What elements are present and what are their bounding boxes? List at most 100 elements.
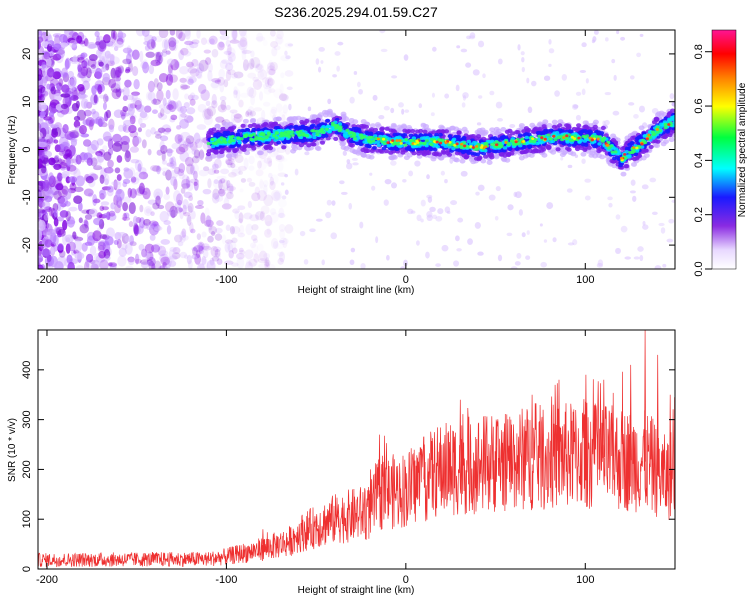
heatmap-noise-cell xyxy=(272,240,279,249)
heatmap-noise-cell xyxy=(548,48,555,54)
heatmap-noise-cell xyxy=(604,91,612,96)
heatmap-noise-cell xyxy=(92,230,102,242)
heatmap-noise-cell xyxy=(270,208,277,216)
heatmap-noise-cell xyxy=(71,43,78,51)
heatmap-noise-cell xyxy=(177,241,184,247)
heatmap-noise-cell xyxy=(426,194,433,199)
heatmap-noise-cell xyxy=(585,78,589,84)
heatmap-noise-cell xyxy=(309,228,316,233)
heatmap-noise-cell xyxy=(204,219,214,228)
heatmap-noise-cell xyxy=(281,94,289,102)
heatmap-noise-cell xyxy=(196,30,201,39)
heatmap-ridge-cell xyxy=(466,151,472,155)
heatmap-noise-cell xyxy=(232,30,238,40)
heatmap-noise-cell xyxy=(272,191,281,202)
heatmap-ridge-cell xyxy=(256,127,261,132)
heatmap-noise-cell xyxy=(50,247,55,254)
heatmap-noise-cell xyxy=(241,47,248,55)
heatmap-noise-cell xyxy=(108,78,117,89)
heatmap-noise-cell xyxy=(228,249,234,259)
heatmap-ridge-cell xyxy=(528,148,534,154)
heatmap-noise-cell xyxy=(225,62,234,71)
heatmap-noise-cell xyxy=(277,161,284,172)
heatmap-ridge-cell xyxy=(241,144,248,149)
heatmap-ridge-cell xyxy=(510,131,516,136)
heatmap-noise-cell xyxy=(38,199,42,205)
heatmap-noise-cell xyxy=(182,30,191,37)
heatmap-noise-cell xyxy=(225,104,231,111)
heatmap-noise-cell xyxy=(193,149,200,159)
heatmap-noise-cell xyxy=(168,37,177,48)
heatmap-noise-cell xyxy=(253,253,260,263)
heatmap-noise-cell xyxy=(620,225,628,233)
heatmap-noise-cell xyxy=(207,70,213,82)
heatmap-noise-cell xyxy=(284,70,294,77)
heatmap-noise-cell xyxy=(218,179,223,191)
heatmap-noise-cell xyxy=(38,141,47,148)
heatmap-noise-cell xyxy=(162,171,167,177)
heatmap-noise-cell xyxy=(237,232,245,238)
heatmap-noise-cell xyxy=(52,71,62,80)
heatmap-noise-cell xyxy=(246,86,254,97)
heatmap-ridge-cell xyxy=(325,118,331,123)
heatmap-noise-cell xyxy=(65,243,71,254)
heatmap-ridge-cell xyxy=(500,135,506,140)
heatmap-noise-cell xyxy=(233,89,238,99)
heatmap-noise-cell xyxy=(211,161,217,174)
heatmap-noise-cell xyxy=(191,155,200,164)
heatmap-ridge-cell xyxy=(624,164,630,169)
heatmap-noise-cell xyxy=(513,191,518,198)
heatmap-noise-cell xyxy=(155,134,162,139)
heatmap-ridge-cell xyxy=(355,150,362,156)
heatmap-noise-cell xyxy=(255,36,266,42)
heatmap-noise-cell xyxy=(279,237,289,245)
heatmap-noise-cell xyxy=(219,34,230,41)
heatmap-noise-cell xyxy=(200,212,206,224)
heatmap-noise-cell xyxy=(270,106,277,115)
heatmap-noise-cell xyxy=(249,110,257,117)
heatmap-ridge-cell xyxy=(438,132,443,137)
heatmap-ridge-cell xyxy=(567,129,573,134)
heatmap-noise-cell xyxy=(154,260,162,269)
heatmap-ridge-cell xyxy=(230,131,235,136)
heatmap-noise-cell xyxy=(148,64,155,75)
heatmap-noise-cell xyxy=(98,251,106,259)
heatmap-noise-cell xyxy=(260,205,270,215)
heatmap-noise-cell xyxy=(151,36,157,42)
heatmap-noise-cell xyxy=(243,212,253,220)
heatmap-noise-cell xyxy=(70,138,78,147)
heatmap-noise-cell xyxy=(67,70,75,79)
heatmap-ridge-cell xyxy=(636,153,643,159)
heatmap-noise-cell xyxy=(223,50,232,55)
heatmap-noise-cell xyxy=(271,47,278,57)
heatmap-noise-cell xyxy=(552,237,557,243)
heatmap-noise-cell xyxy=(240,178,247,183)
heatmap-noise-cell xyxy=(145,208,152,214)
heatmap-noise-cell xyxy=(160,144,168,154)
heatmap-noise-cell xyxy=(243,157,249,170)
heatmap-noise-cell xyxy=(263,157,273,164)
heatmap-noise-cell xyxy=(187,260,193,269)
heatmap-noise-cell xyxy=(47,34,53,47)
heatmap-ridge-cell xyxy=(369,148,375,154)
heatmap-noise-cell xyxy=(199,137,208,144)
heatmap-noise-cell xyxy=(253,107,263,112)
heatmap-noise-cell xyxy=(420,199,426,207)
heatmap-ridge-cell xyxy=(610,150,615,154)
heatmap-noise-cell xyxy=(218,188,226,197)
heatmap-noise-cell xyxy=(119,109,127,117)
heatmap-noise-cell xyxy=(238,99,244,108)
heatmap-ridge-cell xyxy=(618,163,623,168)
heatmap-noise-cell xyxy=(216,175,227,180)
heatmap-noise-cell xyxy=(543,75,551,81)
heatmap-noise-cell xyxy=(567,164,573,169)
heatmap-noise-cell xyxy=(350,247,356,253)
heatmap-noise-cell xyxy=(441,244,449,252)
heatmap-ridge-cell xyxy=(470,133,476,139)
heatmap-noise-cell xyxy=(85,176,94,184)
heatmap-noise-cell xyxy=(456,45,461,49)
heatmap-noise-cell xyxy=(195,249,201,259)
heatmap-noise-cell xyxy=(193,178,200,191)
heatmap-noise-cell xyxy=(138,244,145,251)
heatmap-noise-cell xyxy=(38,84,46,94)
